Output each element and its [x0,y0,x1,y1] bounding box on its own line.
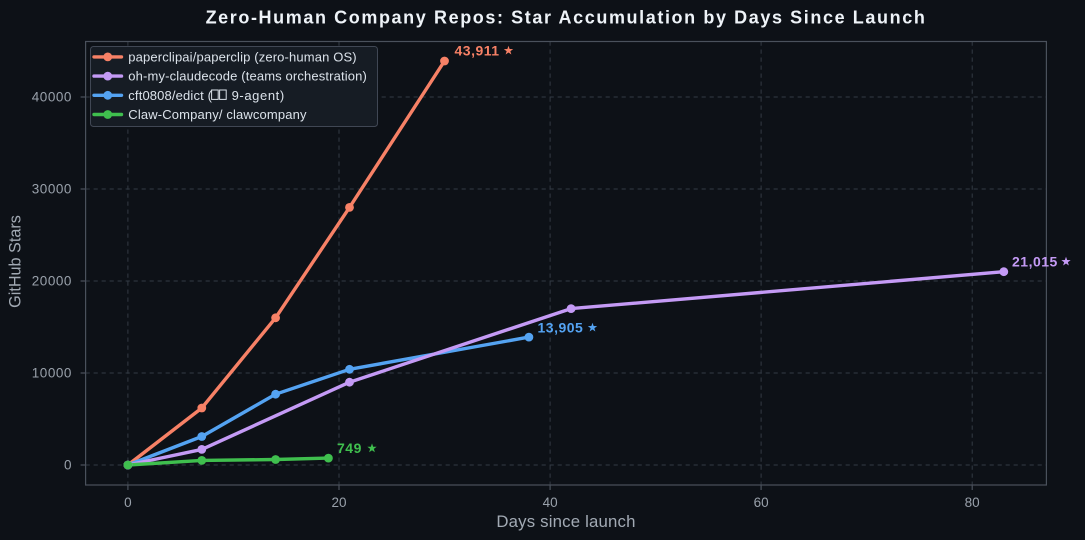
svg-text:13,905: 13,905 [538,320,584,336]
svg-text:GitHub Stars: GitHub Stars [7,215,25,308]
svg-text:20: 20 [331,495,346,510]
svg-text:749: 749 [337,440,362,456]
svg-text:Claw-Company/ clawcompany: Claw-Company/ clawcompany [128,107,307,122]
svg-text:0: 0 [124,495,132,510]
svg-text:30000: 30000 [32,182,72,197]
svg-text:Zero-Human Company Repos: Star: Zero-Human Company Repos: Star Accumulat… [206,7,927,27]
svg-text:21,015: 21,015 [1012,254,1058,270]
svg-text:10000: 10000 [32,366,72,381]
svg-text:40: 40 [543,495,558,510]
svg-text:40000: 40000 [32,90,72,105]
svg-text:9-agent): 9-agent) [232,88,285,103]
svg-text:paperclipai/paperclip (zero-hu: paperclipai/paperclip (zero-human OS) [128,50,356,65]
svg-text:60: 60 [754,495,769,510]
svg-text:cft0808/edict (: cft0808/edict ( [128,88,212,103]
svg-text:80: 80 [965,495,980,510]
svg-text:oh-my-claudecode (teams orches: oh-my-claudecode (teams orchestration) [128,69,367,84]
svg-text:Days since launch: Days since launch [496,512,635,531]
svg-text:0: 0 [64,458,72,473]
svg-text:43,911: 43,911 [455,43,500,59]
svg-text:20000: 20000 [32,274,72,289]
